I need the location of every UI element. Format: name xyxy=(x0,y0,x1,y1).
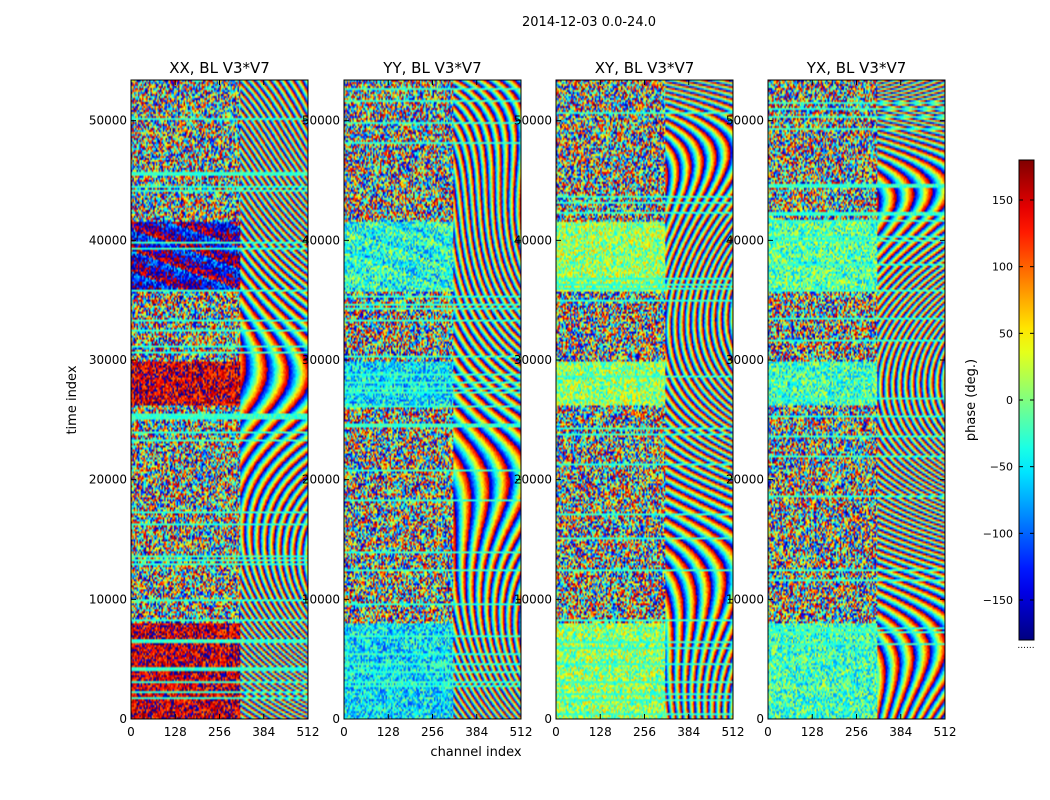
colorbar: −150 −100 −50 0 50 100 150 xyxy=(983,159,1035,641)
phase-heatmap-4 xyxy=(768,80,945,719)
x-tick-label: 512 xyxy=(297,725,320,739)
x-tick-label: 384 xyxy=(889,725,912,739)
x-tick-label: 256 xyxy=(633,725,656,739)
colorbar-tick-label: 0 xyxy=(1006,394,1013,407)
colorbar-tick-label: 100 xyxy=(992,261,1013,274)
x-tick-label: 0 xyxy=(127,725,135,739)
y-tick-label: 20000 xyxy=(514,473,552,487)
panel-4: YX, BL V3*V7 0 128 256 384 512 0 10000 20000 3000… xyxy=(726,59,957,739)
panels-group: XX, BL V3*V7 0 128 256 384 512 0 10000 20000 3000… xyxy=(89,59,957,739)
y-tick-label: 10000 xyxy=(302,592,340,606)
colorbar-tick-label: −150 xyxy=(983,594,1013,607)
y-tick-label: 50000 xyxy=(89,114,127,128)
y-tick-label: 40000 xyxy=(89,233,127,247)
x-tick-label: 0 xyxy=(764,725,772,739)
y-tick-label: 10000 xyxy=(89,592,127,606)
x-tick-label: 512 xyxy=(722,725,745,739)
y-tick-label: 30000 xyxy=(89,353,127,367)
x-tick-label: 128 xyxy=(589,725,612,739)
y-tick-label: 0 xyxy=(332,712,340,726)
y-tick-label: 30000 xyxy=(726,353,764,367)
y-tick-label: 50000 xyxy=(302,114,340,128)
y-tick-label: 0 xyxy=(756,712,764,726)
x-tick-label: 384 xyxy=(252,725,275,739)
phase-heatmap-2 xyxy=(344,80,521,719)
y-tick-label: 50000 xyxy=(514,114,552,128)
x-tick-label: 512 xyxy=(934,725,957,739)
colorbar-tick-label: −100 xyxy=(983,527,1013,540)
panel-2: YY, BL V3*V7 0 128 256 384 512 0 10000 20000 3000… xyxy=(302,59,533,739)
y-tick-label: 0 xyxy=(544,712,552,726)
x-tick-label: 256 xyxy=(421,725,444,739)
y-tick-label: 40000 xyxy=(726,233,764,247)
x-tick-label: 128 xyxy=(164,725,187,739)
panel-1: XX, BL V3*V7 0 128 256 384 512 0 10000 20000 3000… xyxy=(89,59,320,739)
phase-heatmap-1 xyxy=(131,80,308,719)
y-tick-label: 10000 xyxy=(514,592,552,606)
figure-suptitle: 2014-12-03 0.0-24.0 xyxy=(522,15,656,30)
panel-title-2: YY, BL V3*V7 xyxy=(382,59,481,77)
x-tick-label: 128 xyxy=(801,725,824,739)
x-tick-label: 0 xyxy=(340,725,348,739)
x-tick-label: 256 xyxy=(845,725,868,739)
y-tick-label: 0 xyxy=(119,712,127,726)
x-axis-label: channel index xyxy=(430,745,521,760)
x-tick-label: 0 xyxy=(552,725,560,739)
colorbar-label: phase (deg.) xyxy=(964,359,979,441)
y-tick-label: 20000 xyxy=(726,473,764,487)
x-tick-label: 128 xyxy=(377,725,400,739)
x-tick-label: 256 xyxy=(208,725,231,739)
x-tick-label: 384 xyxy=(465,725,488,739)
x-tick-label: 512 xyxy=(510,725,533,739)
y-tick-label: 40000 xyxy=(302,233,340,247)
y-tick-label: 30000 xyxy=(514,353,552,367)
panel-3: XY, BL V3*V7 0 128 256 384 512 0 10000 20000 3000… xyxy=(514,59,745,739)
panel-title-3: XY, BL V3*V7 xyxy=(595,59,695,77)
panel-title-1: XX, BL V3*V7 xyxy=(169,59,270,77)
y-tick-label: 40000 xyxy=(514,233,552,247)
y-tick-label: 10000 xyxy=(726,592,764,606)
y-tick-label: 20000 xyxy=(302,473,340,487)
phase-heatmap-3 xyxy=(556,80,733,719)
colorbar-tick-label: −50 xyxy=(990,461,1013,474)
y-tick-label: 50000 xyxy=(726,114,764,128)
y-axis-label: time index xyxy=(65,365,80,434)
x-tick-label: 384 xyxy=(677,725,700,739)
colorbar-tick-label: 150 xyxy=(992,194,1013,207)
y-tick-label: 30000 xyxy=(302,353,340,367)
colorbar-footnote: ...... xyxy=(1017,641,1034,651)
y-tick-label: 20000 xyxy=(89,473,127,487)
colorbar-tick-label: 50 xyxy=(999,327,1013,340)
panel-title-4: YX, BL V3*V7 xyxy=(806,59,907,77)
